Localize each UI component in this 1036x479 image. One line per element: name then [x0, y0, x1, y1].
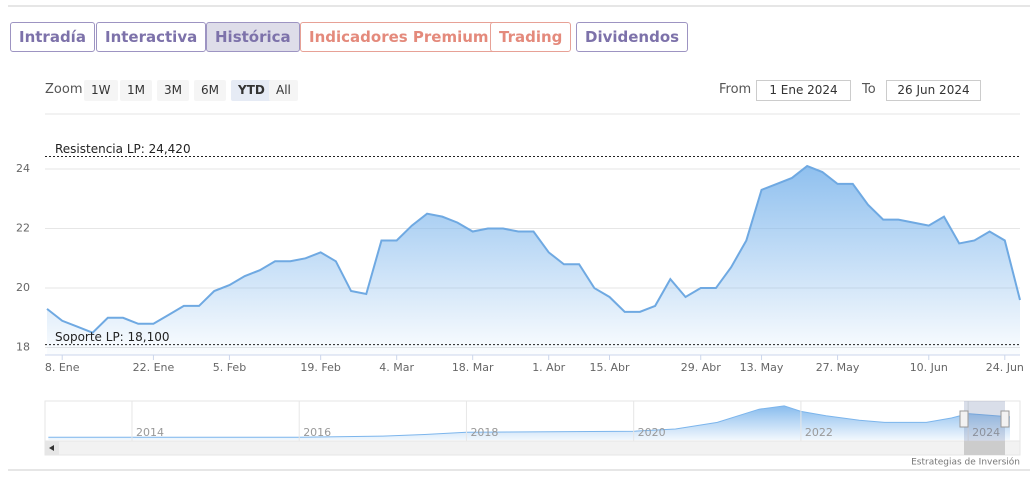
plot-line-label: Soporte LP: 18,100 [55, 330, 170, 344]
y-tick-label: 20 [16, 281, 30, 294]
navigator-label: 2018 [470, 426, 498, 439]
x-tick-label: 10. Jun [910, 361, 948, 374]
plot-line-label: Resistencia LP: 24,420 [55, 142, 191, 156]
handle[interactable] [959, 410, 969, 428]
x-tick-label: 13. May [740, 361, 784, 374]
navigator-area [48, 405, 1010, 440]
y-tick-label: 18 [16, 341, 30, 354]
zoom-button[interactable]: 6M [194, 80, 226, 101]
line [46, 164, 1021, 334]
navigator-label: 2020 [638, 426, 666, 439]
zoom-button[interactable]: All [269, 80, 298, 101]
x-tick-label: 1. Abr [532, 361, 565, 374]
y-tick-label: 24 [16, 162, 30, 175]
y-tick-label: 22 [16, 222, 30, 235]
tab[interactable]: Dividendos [576, 22, 689, 52]
zoom-button[interactable]: 3M [157, 80, 189, 101]
to-input[interactable]: 26 Jun 2024 [886, 80, 981, 101]
scroll-thumb[interactable] [964, 441, 1005, 455]
x-tick-label: 4. Mar [379, 361, 414, 374]
scrollbar[interactable] [44, 440, 1021, 456]
tab[interactable]: Interactiva [96, 22, 207, 52]
zoom-label: Zoom [45, 82, 83, 97]
navigator-line [48, 405, 1011, 438]
x-tick-label: 15. Abr [590, 361, 630, 374]
zoom-button[interactable]: 1M [120, 80, 152, 101]
x-tick-label: 29. Abr [681, 361, 721, 374]
navigator-label: 2024 [972, 426, 1000, 439]
x-tick-label: 19. Feb [300, 361, 340, 374]
navigator-label: 2022 [805, 426, 833, 439]
tab[interactable]: Indicadores Premium [300, 22, 498, 52]
zoom-button[interactable]: YTD [231, 80, 272, 101]
to-label: To [862, 82, 876, 97]
navigator-selection [964, 401, 1005, 441]
x-tick-label: 5. Feb [213, 361, 246, 374]
tab[interactable]: Intradía [10, 22, 95, 52]
x-tick-label: 27. May [816, 361, 860, 374]
handle[interactable] [1000, 410, 1010, 428]
tab[interactable]: Histórica [206, 22, 300, 52]
x-tick-label: 24. Jun [986, 361, 1024, 374]
from-input[interactable]: 1 Ene 2024 [756, 80, 851, 101]
navigator-label: 2016 [303, 426, 331, 439]
arrow [49, 445, 54, 451]
zoom-button[interactable]: 1W [84, 80, 118, 101]
x-tick-label: 8. Ene [45, 361, 80, 374]
from-label: From [719, 82, 752, 97]
tab[interactable]: Trading [490, 22, 572, 52]
credit: Estrategias de Inversión [911, 457, 1020, 468]
navigator-label: 2014 [136, 426, 164, 439]
area [47, 166, 1020, 355]
x-tick-label: 22. Ene [133, 361, 175, 374]
x-tick-label: 18. Mar [452, 361, 494, 374]
